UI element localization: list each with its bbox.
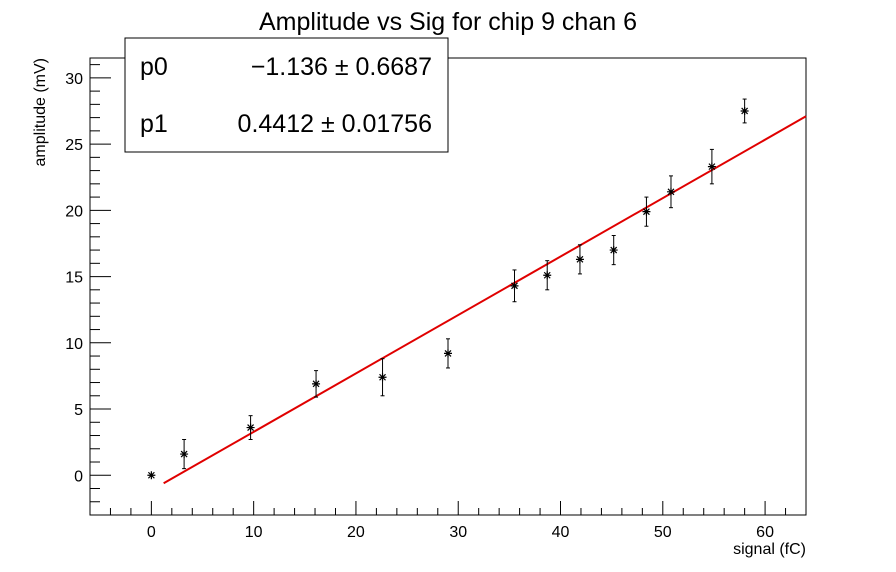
data-point bbox=[510, 269, 519, 303]
star-marker bbox=[444, 349, 452, 358]
stats-box: p0 −1.136 ± 0.6687 p1 0.4412 ± 0.01756 bbox=[124, 37, 449, 153]
star-marker bbox=[147, 471, 156, 480]
data-point bbox=[609, 235, 618, 266]
star-marker bbox=[312, 379, 321, 388]
stats-p1-value: 0.4412 ± 0.01756 bbox=[238, 110, 432, 138]
x-tick-label-2: 20 bbox=[347, 524, 365, 541]
stats-p0-name: p0 bbox=[140, 53, 168, 81]
stats-p1-name: p1 bbox=[140, 110, 168, 138]
star-marker bbox=[378, 373, 387, 382]
data-point bbox=[147, 471, 156, 480]
star-marker bbox=[510, 281, 519, 290]
y-tick-label-6: 30 bbox=[65, 71, 83, 88]
y-tick-label-4: 20 bbox=[65, 203, 83, 220]
data-point bbox=[642, 196, 651, 227]
x-tick-label-3: 30 bbox=[449, 524, 467, 541]
y-axis-label: amplitude (mV) bbox=[32, 58, 49, 166]
star-marker bbox=[180, 450, 189, 459]
data-point bbox=[707, 148, 716, 185]
data-point bbox=[444, 338, 452, 369]
data-point bbox=[312, 370, 321, 398]
y-tick-label-2: 10 bbox=[65, 336, 83, 353]
y-axis: 0 5 10 15 20 25 30 bbox=[65, 64, 111, 516]
star-marker bbox=[707, 162, 716, 171]
data-point bbox=[543, 260, 552, 291]
fit-line-layer bbox=[163, 115, 807, 485]
x-axis-label: signal (fC) bbox=[733, 541, 806, 558]
x-tick-label-0: 0 bbox=[147, 524, 156, 541]
star-marker bbox=[740, 106, 749, 115]
data-points-layer bbox=[147, 98, 749, 480]
x-axis: 0 10 20 30 40 50 60 bbox=[89, 501, 807, 541]
data-point bbox=[378, 358, 387, 397]
x-tick-label-1: 10 bbox=[245, 524, 263, 541]
star-marker bbox=[666, 187, 675, 196]
fit-line bbox=[163, 115, 807, 485]
data-point bbox=[666, 175, 675, 209]
x-tick-label-6: 60 bbox=[756, 524, 774, 541]
star-marker bbox=[543, 271, 552, 280]
star-marker bbox=[246, 423, 255, 432]
stats-p0-value: −1.136 ± 0.6687 bbox=[251, 53, 432, 81]
star-marker bbox=[575, 255, 584, 264]
y-tick-label-5: 25 bbox=[65, 137, 83, 154]
y-tick-label-1: 5 bbox=[74, 402, 83, 419]
data-point bbox=[575, 244, 584, 275]
chart-title: Amplitude vs Sig for chip 9 chan 6 bbox=[259, 8, 637, 36]
y-tick-label-0: 0 bbox=[74, 468, 83, 485]
data-point bbox=[180, 438, 189, 470]
data-point bbox=[246, 415, 255, 440]
x-tick-label-4: 40 bbox=[552, 524, 570, 541]
star-marker bbox=[609, 246, 618, 255]
x-tick-label-5: 50 bbox=[654, 524, 672, 541]
data-point bbox=[740, 98, 749, 124]
y-tick-label-3: 15 bbox=[65, 270, 83, 287]
star-marker bbox=[642, 207, 651, 216]
stats-box-frame bbox=[124, 37, 449, 153]
